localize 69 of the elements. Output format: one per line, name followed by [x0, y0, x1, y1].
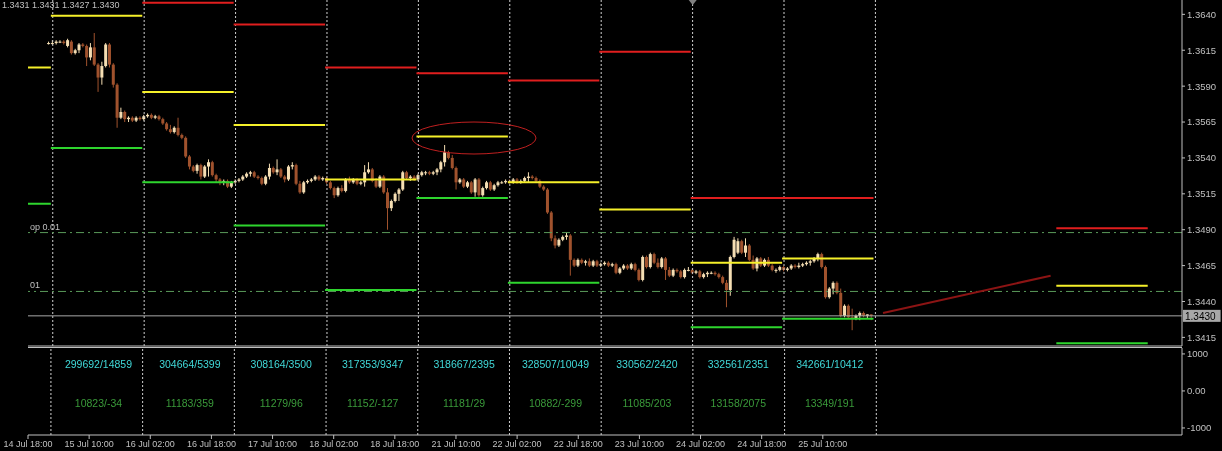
annotation: 304664/5399	[159, 358, 221, 371]
annotation: 318667/2395	[433, 358, 495, 371]
y-tick-label: 1.3590	[1187, 80, 1217, 92]
annotation: 13349/191	[804, 396, 855, 409]
annotation: 317353/9347	[342, 358, 404, 371]
x-tick-label: 16 Jul 18:00	[186, 439, 236, 450]
x-tick-label: 22 Jul 02:00	[492, 439, 542, 450]
annotation: 10823/-34	[74, 396, 123, 409]
annotation: 13158/2075	[710, 396, 767, 409]
x-tick-label: 16 Jul 02:00	[125, 439, 175, 450]
x-tick-label: 17 Jul 10:00	[248, 439, 298, 450]
candlestick	[717, 272, 721, 280]
annotation: 308164/3500	[250, 358, 313, 371]
candlestick	[237, 177, 241, 183]
candlestick	[176, 117, 180, 137]
x-tick-label: 25 Jul 10:00	[798, 439, 848, 450]
y-tick-label: 1.3640	[1187, 8, 1217, 20]
x-tick-label: 18 Jul 18:00	[370, 439, 420, 450]
y-tick-label: 1000	[1187, 348, 1209, 360]
annotation: 342661/10412	[796, 358, 864, 371]
y-tick-label: 1.3515	[1187, 188, 1217, 200]
y-tick-label: 1.3465	[1187, 259, 1217, 271]
candlestick	[545, 187, 549, 215]
annotation: 11279/96	[259, 396, 303, 409]
x-tick-label: 24 Jul 18:00	[737, 439, 787, 450]
x-tick-label: 24 Jul 02:00	[676, 439, 726, 450]
annotation: 332561/2351	[707, 358, 770, 371]
x-tick-label: 18 Jul 02:00	[309, 439, 359, 450]
candlestick	[184, 135, 188, 159]
ref-line-label: op 0.01	[30, 221, 61, 232]
chart-title: 1.3431 1.3431 1.3427 1.3430	[2, 0, 120, 11]
y-tick-label: 1.3440	[1187, 295, 1217, 307]
candlestick	[694, 269, 698, 275]
annotation: 11181/29	[442, 396, 486, 409]
y-tick-label: -1000	[1187, 422, 1212, 434]
x-tick-label: 22 Jul 18:00	[553, 439, 603, 450]
y-tick-label: 1.3540	[1187, 152, 1217, 164]
x-tick-label: 21 Jul 10:00	[431, 439, 481, 450]
annotation: 328507/10049	[521, 358, 590, 371]
candlestick	[724, 279, 728, 308]
x-tick-label: 23 Jul 10:00	[614, 439, 664, 450]
candlestick	[496, 180, 500, 188]
candlestick	[458, 177, 462, 185]
candlestick	[134, 115, 138, 123]
candlestick	[477, 177, 481, 198]
candlestick	[107, 42, 111, 68]
annotation: 299692/14859	[64, 358, 133, 371]
ref-line-label: 01	[30, 280, 41, 291]
annotation: 11152/-127	[346, 396, 399, 409]
annotation: 330562/2420	[616, 358, 678, 371]
y-tick-label: 1.3490	[1187, 224, 1217, 236]
candlestick	[656, 257, 660, 269]
annotation: 11085/203	[622, 396, 672, 409]
annotation: 10882/-299	[528, 396, 583, 409]
candlestick	[744, 237, 748, 258]
candlestick	[119, 107, 123, 120]
candlestick	[473, 177, 477, 198]
y-tick-label: 1.3615	[1187, 44, 1217, 56]
ref-line-label: 1.3430	[1185, 310, 1217, 322]
y-tick-label: 0.00	[1187, 385, 1206, 397]
x-tick-label: 14 Jul 18:00	[3, 439, 53, 450]
candlestick	[831, 280, 835, 295]
candlestick	[275, 158, 279, 176]
y-tick-label: 1.3565	[1187, 116, 1217, 128]
candlestick	[157, 114, 161, 122]
candlestick	[774, 267, 778, 274]
y-tick-label: 1.3415	[1187, 331, 1217, 343]
annotation: 11183/359	[165, 396, 215, 409]
x-tick-label: 15 Jul 10:00	[64, 439, 114, 450]
